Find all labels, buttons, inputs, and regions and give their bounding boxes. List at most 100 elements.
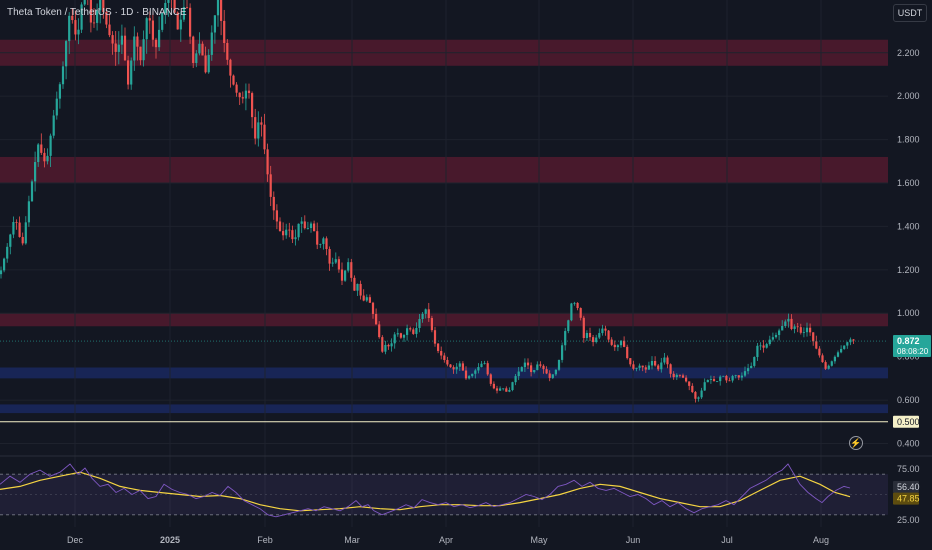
candle-body [114,43,117,52]
candle-body [570,303,573,321]
currency-unit-button[interactable]: USDT [893,4,927,22]
candle-body [108,24,111,36]
candle-body [387,344,390,347]
candle-body [399,333,402,338]
candle-body [266,149,269,175]
candle-body [278,221,282,232]
candle-body [660,362,663,370]
candle-body [697,397,700,399]
candle-body [601,328,604,334]
candle-body [759,345,762,347]
time-tick-0: Dec [67,535,84,545]
candle-body [161,13,164,30]
candle-body [111,35,114,44]
rsi-value-0: 56.40 [897,482,920,492]
candle-body [734,375,737,377]
candle-body [291,230,294,240]
candle-body [229,59,232,76]
candle-body [700,390,703,398]
candle-body [610,339,613,345]
candle-body [123,35,127,61]
candle-body [154,39,158,48]
candle-body [588,332,592,338]
candle-body [288,229,291,231]
candle-body [461,363,464,371]
candle-body [52,115,55,136]
candle-body [471,373,474,377]
candle-body [449,364,452,368]
rsi-badge-0 [893,481,919,493]
candle-body [418,319,421,329]
candle-body [117,44,120,52]
candle-body [189,7,192,37]
candle-body [629,358,632,365]
candle-body [275,210,278,222]
candle-body [43,152,46,162]
time-tick-2: Feb [257,535,273,545]
candle-body [282,231,285,236]
candle-body [378,324,381,338]
candle-body [567,320,570,332]
candle-body [678,374,681,376]
candle-body [716,381,719,382]
candle-body [313,223,316,232]
candle-body [30,181,34,202]
candle-body [557,359,561,370]
candle-body [375,313,378,325]
candle-body [325,238,328,250]
candle-body [232,75,235,85]
candle-body [787,318,790,322]
candle-body [446,359,449,365]
last-price-value: 0.872 [897,336,920,346]
candle-body [99,0,102,11]
candle-body [102,0,105,12]
candle-body [511,382,514,391]
candle-body [77,29,80,35]
candle-body [824,362,827,369]
price-tick-6: 1.000 [897,308,920,318]
lightning-icon[interactable]: ⚡ [849,436,863,450]
candle-body [740,375,743,378]
candle-body [340,269,344,281]
candle-body [192,36,195,63]
highlight-zones [0,39,888,414]
candle-body [272,196,275,211]
candle-body [424,309,427,314]
candle-body [765,344,768,348]
candle-body [706,379,709,383]
candle-body [337,259,340,270]
rsi-band-fill [0,474,888,515]
candle-body [368,297,371,303]
candle-body [223,20,226,43]
candle-body [486,363,489,375]
candle-body [644,367,647,370]
last-price-badge [893,335,931,358]
price-axis: 2.200 2.000 1.800 1.600 1.400 1.200 1.000 0.600… [897,48,920,449]
candle-body [743,371,747,376]
candle-body [812,332,815,342]
candle-body [526,362,530,366]
candle-body [9,234,12,247]
candle-body [27,201,30,223]
candle-body [136,36,139,47]
candle-body [849,339,852,343]
candle-body [421,313,424,320]
price-tick-2: 1.800 [897,135,920,145]
candle-body [142,39,145,61]
candle-body [836,352,840,357]
candle-body [409,328,412,330]
candle-body [260,122,263,125]
candle-body [433,330,437,344]
candle-body [548,373,551,378]
time-tick-4: Apr [439,535,453,545]
candle-body [595,337,598,343]
candle-body [781,325,784,331]
price-tick-8: 0.400 [897,438,920,448]
candle-body [505,388,508,392]
candle-body [492,383,495,389]
candle-body [49,135,52,156]
rsi-value-1: 47.85 [897,494,920,504]
candle-body [173,0,176,13]
